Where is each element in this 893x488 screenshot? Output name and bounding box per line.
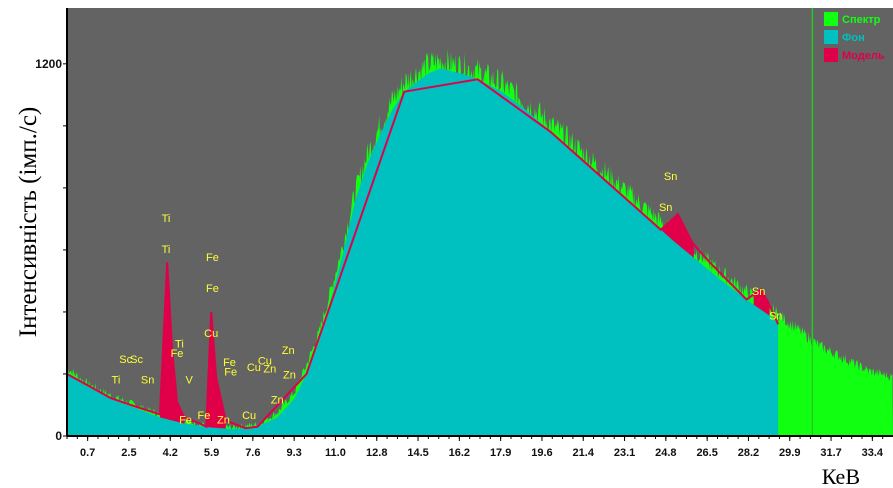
peak-label: Sc — [119, 354, 132, 366]
model-peak — [159, 262, 185, 424]
x-tick-label: 33.4 — [862, 447, 884, 459]
peak-label: Fe — [171, 348, 184, 360]
model-peak — [753, 289, 770, 316]
x-tick-label: 19.6 — [531, 447, 552, 459]
legend-swatch — [824, 48, 838, 62]
peak-label: Zn — [271, 394, 284, 406]
legend: Спектр Фон Модель — [824, 12, 885, 62]
model-peak — [206, 311, 226, 429]
legend-swatch — [824, 30, 838, 44]
series-background — [67, 68, 779, 436]
x-tick-label: 12.8 — [366, 447, 387, 459]
x-tick-label: 2.5 — [121, 447, 136, 459]
axes-layer: 0 1200 0.7 2.5 4.2 5.9 7.6 9.3 11.0 12.8 14.5 16.2 1… — [35, 8, 893, 459]
x-tick-label: 5.9 — [204, 447, 219, 459]
legend-label: Спектр — [842, 14, 881, 26]
peak-label: Fe — [206, 283, 219, 295]
peak-label: Sn — [664, 171, 677, 183]
x-tick-label: 23.1 — [614, 447, 635, 459]
x-tick-label: 9.3 — [287, 447, 302, 459]
x-tick-label: 26.5 — [696, 447, 717, 459]
model-peak — [656, 214, 694, 258]
peak-label: Ti — [112, 374, 121, 386]
peak-label: Sc — [130, 354, 143, 366]
x-tick-label: 0.7 — [80, 447, 95, 459]
x-tick-label: 4.2 — [163, 447, 178, 459]
peak-label: Sn — [659, 202, 672, 214]
peak-label: Sn — [752, 286, 765, 298]
x-tick-label: 16.2 — [449, 447, 470, 459]
y-axis-label: Інтенсивність (імп./с) — [15, 107, 42, 337]
peak-label: Ti — [175, 339, 184, 351]
x-tick-label: 14.5 — [407, 447, 428, 459]
peak-label: Ti — [162, 213, 171, 225]
peak-label: Zn — [283, 370, 296, 382]
x-tick-label: 11.0 — [325, 447, 346, 459]
y-tick-label: 1200 — [35, 57, 62, 71]
peak-label: Cu — [242, 410, 256, 422]
x-tick-label: 7.6 — [245, 447, 260, 459]
peak-label: Fe — [224, 367, 237, 379]
x-tick-label: 17.9 — [490, 447, 511, 459]
peak-label: Zn — [263, 363, 276, 375]
x-tick-label: 21.4 — [573, 447, 595, 459]
peak-label: Cu — [247, 362, 261, 374]
peak-label: Cu — [258, 356, 272, 368]
x-tick-label: 24.8 — [655, 447, 676, 459]
peak-label: Sn — [769, 311, 782, 323]
x-tick-label: 29.9 — [779, 447, 800, 459]
peak-label: Fe — [206, 252, 219, 264]
x-axis-label: КеВ — [822, 464, 860, 488]
legend-label: Фон — [842, 32, 865, 44]
legend-swatch — [824, 12, 838, 26]
peak-label: Fe — [223, 357, 236, 369]
peak-label: Fe — [179, 415, 192, 427]
peak-label: Cu — [204, 328, 218, 340]
peak-label: Fe — [197, 410, 210, 422]
peak-label: V — [186, 374, 194, 386]
peak-label: Ti — [162, 244, 171, 256]
legend-label: Модель — [842, 50, 885, 62]
peak-label: Sn — [141, 374, 154, 386]
peak-label: Zn — [217, 415, 230, 427]
series-model — [66, 78, 780, 430]
y-tick-label: 0 — [55, 429, 62, 443]
x-tick-label: 28.2 — [738, 447, 759, 459]
peak-label: Zn — [282, 345, 295, 357]
x-tick-label: 31.7 — [820, 447, 841, 459]
